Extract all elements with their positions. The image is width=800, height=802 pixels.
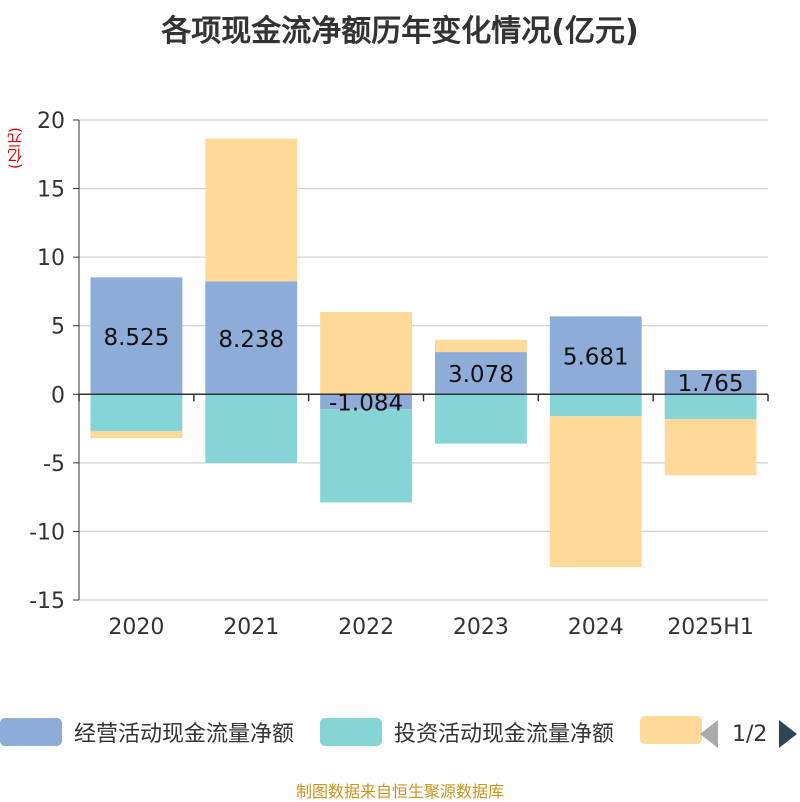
legend-item-third[interactable] [640, 716, 702, 744]
bar-series2 [205, 394, 298, 463]
x-category-label: 2025H1 [667, 615, 754, 640]
data-label: -1.084 [329, 391, 403, 417]
y-tick-label: -15 [29, 589, 65, 614]
legend-prev-arrow-icon[interactable] [700, 720, 718, 748]
legend-swatch-operating [0, 718, 62, 746]
y-tick-label: 10 [37, 246, 65, 271]
bar-series3 [664, 418, 757, 476]
bar-series1 [90, 277, 183, 395]
bar-series2 [664, 394, 757, 419]
bar-series3 [434, 339, 527, 353]
x-category-label: 2021 [223, 615, 279, 640]
legend-pager: 1/2 [700, 720, 798, 748]
legend: 经营活动现金流量净额 投资活动现金流量净额 1/2 [0, 716, 800, 756]
data-source-note: 制图数据来自恒生聚源数据库 [295, 782, 504, 801]
bar-series3 [549, 416, 642, 568]
data-label: 8.525 [103, 325, 169, 351]
bar-series2 [434, 394, 527, 444]
chart-title: 各项现金流净额历年变化情况(亿元) [161, 14, 639, 49]
bar-series1 [434, 352, 527, 395]
legend-page-indicator: 1/2 [732, 721, 768, 747]
legend-item-investing[interactable]: 投资活动现金流量净额 [320, 716, 614, 748]
legend-swatch-third [640, 716, 702, 744]
bar-series1 [549, 316, 642, 395]
y-tick-label: 15 [37, 178, 65, 203]
y-tick-label: 0 [51, 383, 65, 408]
bar-series3 [90, 431, 183, 439]
data-label: 1.765 [678, 371, 744, 397]
x-category-label: 2020 [108, 615, 164, 640]
legend-item-operating[interactable]: 经营活动现金流量净额 [0, 716, 294, 748]
data-label: 5.681 [563, 344, 629, 370]
y-tick-label: 5 [51, 315, 65, 340]
data-label: 3.078 [448, 362, 514, 388]
bar-series2 [90, 394, 183, 432]
legend-next-arrow-icon[interactable] [779, 720, 798, 748]
bar-series2 [320, 409, 413, 503]
bar-series1 [320, 394, 413, 410]
x-category-label: 2023 [453, 615, 509, 640]
legend-swatch-investing [320, 718, 382, 746]
y-tick-label: -5 [43, 452, 65, 477]
data-label: 8.238 [218, 327, 284, 353]
legend-label-investing: 投资活动现金流量净额 [394, 722, 615, 747]
bar-series3 [320, 312, 413, 395]
bar-chart: 20 15 10 5 0 -5 -10 -15 8.525 8.238 -1.084 3.078 5.6… [29, 109, 769, 640]
bar-series2 [549, 394, 642, 417]
x-category-label: 2024 [568, 615, 624, 640]
y-tick-label: 20 [37, 109, 65, 134]
bar-series1 [664, 370, 757, 395]
bar-series3 [205, 138, 298, 282]
x-category-label: 2022 [338, 615, 394, 640]
y-tick-label: -10 [29, 520, 65, 545]
legend-label-operating: 经营活动现金流量净额 [74, 722, 295, 747]
bar-series1 [205, 281, 298, 395]
